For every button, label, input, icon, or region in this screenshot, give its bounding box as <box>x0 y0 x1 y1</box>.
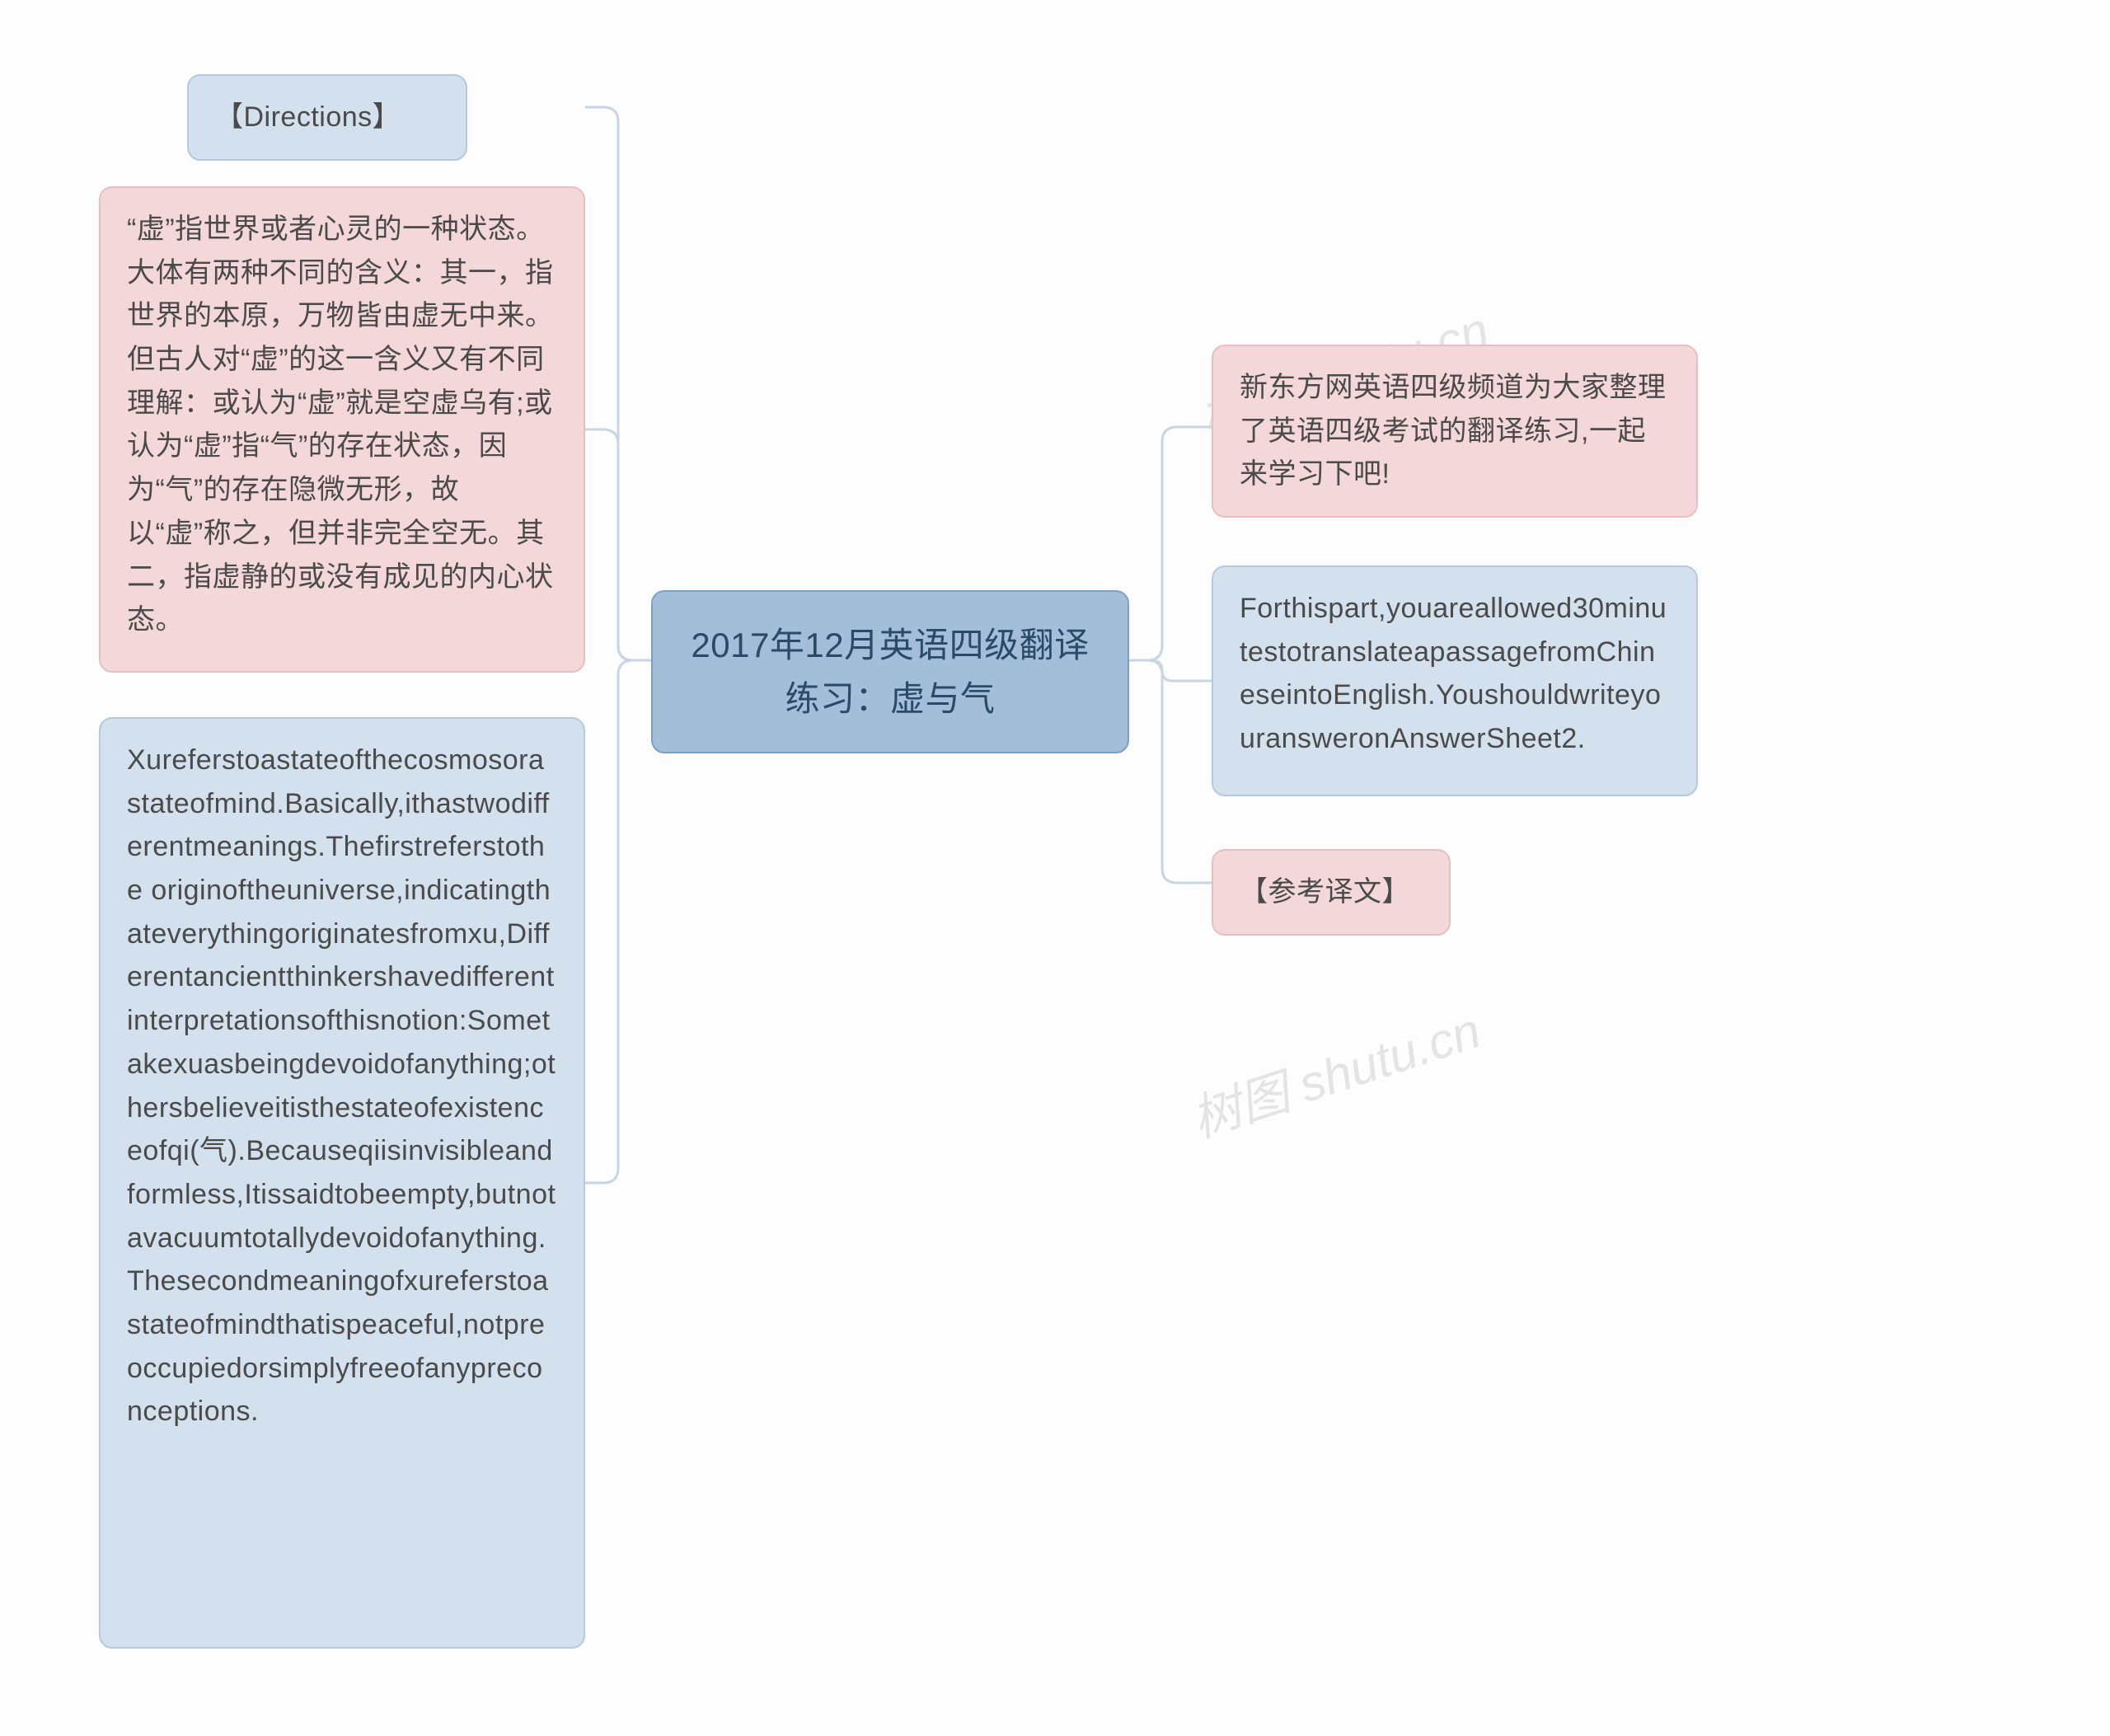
left-node-directions[interactable]: 【Directions】 <box>187 74 467 161</box>
node-text: Xureferstoastateofthecosmosorastateofmin… <box>127 744 556 1427</box>
center-node[interactable]: 2017年12月英语四级翻译 练习：虚与气 <box>651 590 1129 753</box>
left-node-english-translation[interactable]: Xureferstoastateofthecosmosorastateofmin… <box>99 717 585 1649</box>
mindmap-canvas: 树图 shutu.cn 树图 shutu.cn 树图 shutu.cn 树图 s… <box>0 0 2110 1736</box>
node-text: 【参考译文】 <box>1240 876 1410 908</box>
node-text: 新东方网英语四级频道为大家整理了英语四级考试的翻译练习,一起来学习下吧! <box>1240 372 1667 490</box>
center-title-line1: 2017年12月英语四级翻译 <box>686 618 1095 672</box>
watermark: 树图 shutu.cn <box>1181 991 1489 1152</box>
center-title-line2: 练习：虚与气 <box>686 672 1095 725</box>
node-text: “虚”指世界或者心灵的一种状态。大体有两种不同的含义：其一，指世界的本原，万物皆… <box>127 213 554 636</box>
right-node-reference[interactable]: 【参考译文】 <box>1212 849 1451 936</box>
node-text: 【Directions】 <box>215 101 401 133</box>
right-node-instructions[interactable]: Forthispart,youareallowed30minutestotran… <box>1212 565 1698 796</box>
right-node-intro[interactable]: 新东方网英语四级频道为大家整理了英语四级考试的翻译练习,一起来学习下吧! <box>1212 345 1698 518</box>
node-text: Forthispart,youareallowed30minutestotran… <box>1240 593 1667 754</box>
left-node-chinese-passage[interactable]: “虚”指世界或者心灵的一种状态。大体有两种不同的含义：其一，指世界的本原，万物皆… <box>99 186 585 673</box>
